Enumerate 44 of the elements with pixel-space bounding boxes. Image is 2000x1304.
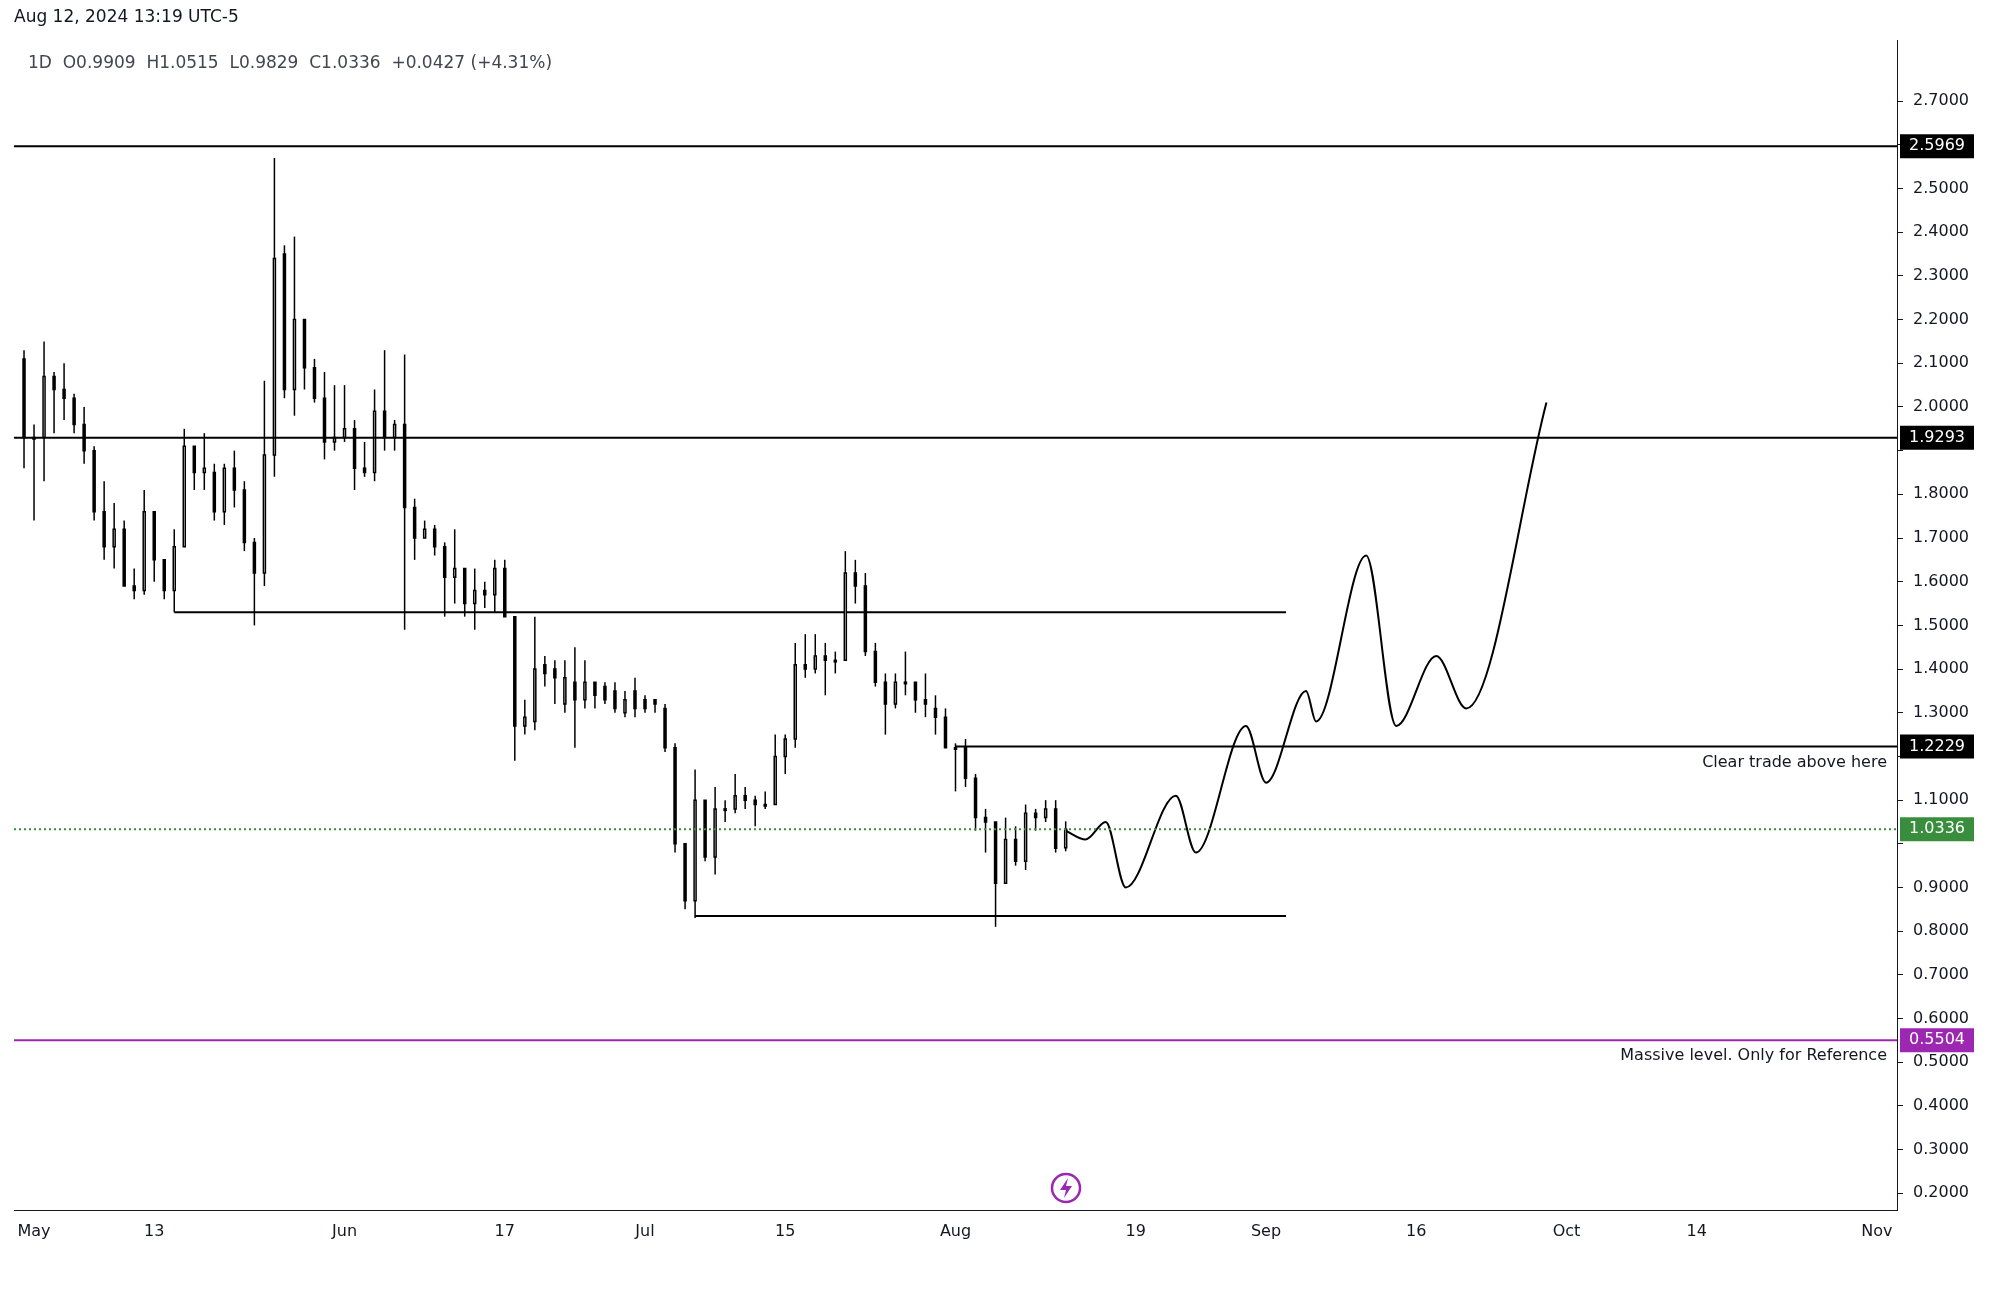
y-tick-label: 0.6000 bbox=[1913, 1007, 1969, 1027]
y-tick-label: 1.6000 bbox=[1913, 570, 1969, 590]
x-tick-label: Oct bbox=[1552, 1220, 1581, 1240]
x-tick-label: May bbox=[17, 1220, 51, 1240]
y-tick-label: 0.7000 bbox=[1913, 964, 1969, 984]
ref-line-label: 2.5969 bbox=[1909, 135, 1965, 155]
ref-line-label: 0.5504 bbox=[1909, 1029, 1965, 1049]
y-tick-label: 1.1000 bbox=[1913, 789, 1969, 809]
y-tick-label: 2.5000 bbox=[1913, 177, 1969, 197]
ref-line-label: 1.9293 bbox=[1909, 427, 1965, 447]
x-tick-label: Jun bbox=[331, 1220, 358, 1240]
y-tick-label: 1.5000 bbox=[1913, 614, 1969, 634]
x-tick-label: 13 bbox=[144, 1220, 165, 1240]
x-tick-label: 17 bbox=[494, 1220, 515, 1240]
x-tick-label: Nov bbox=[1861, 1220, 1893, 1240]
y-tick-label: 1.3000 bbox=[1913, 701, 1969, 721]
x-tick-label: 16 bbox=[1406, 1220, 1427, 1240]
ref-line-label: 1.0336 bbox=[1909, 818, 1965, 838]
chart-subtitle: Aug 12, 2024 13:19 UTC-5 bbox=[14, 6, 239, 26]
y-tick-label: 0.9000 bbox=[1913, 876, 1969, 896]
x-tick-label: 14 bbox=[1686, 1220, 1707, 1240]
annotation: Massive level. Only for Reference bbox=[1620, 1045, 1887, 1065]
y-tick-label: 2.1000 bbox=[1913, 352, 1969, 372]
annotation: Clear trade above here bbox=[1702, 751, 1887, 771]
y-tick-label: 2.4000 bbox=[1913, 221, 1969, 241]
y-tick-label: 0.4000 bbox=[1913, 1095, 1969, 1115]
y-tick-label: 2.7000 bbox=[1913, 90, 1969, 110]
y-tick-label: 0.3000 bbox=[1913, 1138, 1969, 1158]
y-tick-label: 2.3000 bbox=[1913, 265, 1969, 285]
x-tick-label: Aug bbox=[939, 1220, 972, 1240]
y-tick-label: 1.8000 bbox=[1913, 483, 1969, 503]
series-label: 1.2229 bbox=[1909, 735, 1965, 755]
y-tick-label: 0.8000 bbox=[1913, 920, 1969, 940]
y-tick-label: 1.4000 bbox=[1913, 658, 1969, 678]
x-tick-label: Sep bbox=[1250, 1220, 1282, 1240]
x-tick-label: Jul bbox=[634, 1220, 655, 1240]
x-tick-label: 19 bbox=[1125, 1220, 1146, 1240]
y-tick-label: 1.7000 bbox=[1913, 527, 1969, 547]
x-tick-label: 15 bbox=[775, 1220, 796, 1240]
y-tick-label: 2.0000 bbox=[1913, 396, 1969, 416]
y-tick-label: 2.2000 bbox=[1913, 308, 1969, 328]
y-tick-label: 0.2000 bbox=[1913, 1182, 1969, 1202]
text: 1D O0.9909 H1.0515 L0.9829 C1.0336 +0.0427 (+4.31%) bbox=[28, 52, 553, 72]
y-tick-label: 0.5000 bbox=[1913, 1051, 1969, 1071]
